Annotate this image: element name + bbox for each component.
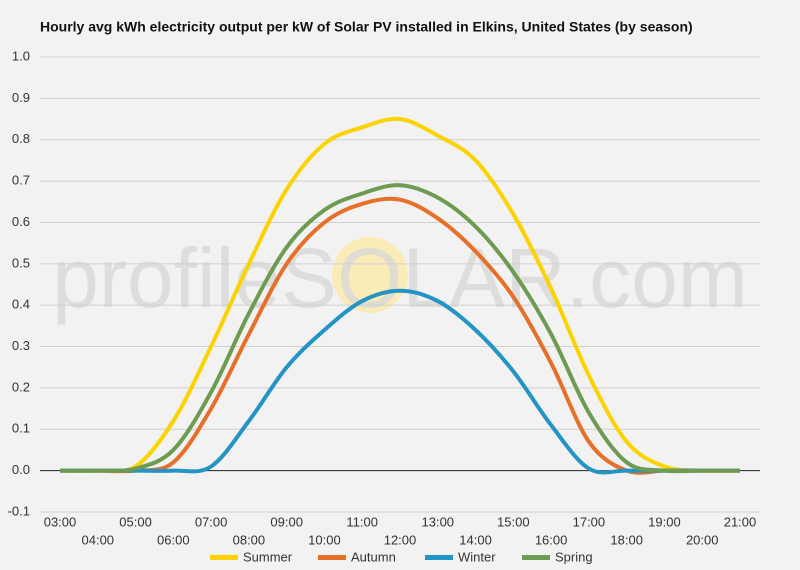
y-tick-label: -0.1: [8, 503, 30, 518]
x-tick-label: 11:00: [346, 514, 378, 529]
y-tick-label: 0.4: [12, 297, 30, 312]
x-tick-label: 20:00: [686, 532, 719, 547]
x-tick-label: 06:00: [157, 532, 190, 547]
y-tick-label: 0.8: [12, 131, 30, 146]
legend-label: Autumn: [351, 549, 396, 564]
x-tick-label: 07:00: [195, 514, 228, 529]
watermark-sun: [332, 237, 408, 313]
legend-label: Winter: [458, 549, 496, 564]
x-tick-label: 05:00: [119, 514, 152, 529]
legend-swatch: [210, 555, 238, 560]
series-line: [59, 116, 741, 474]
x-tick-label: 09:00: [270, 514, 303, 529]
x-tick-label: 21:00: [724, 514, 757, 529]
y-tick-label: 0.1: [12, 421, 30, 436]
x-tick-label: 03:00: [44, 514, 77, 529]
x-tick-label: 08:00: [233, 532, 266, 547]
x-tick-label: 16:00: [535, 532, 568, 547]
legend-swatch: [318, 555, 346, 560]
series-line: [59, 183, 740, 474]
x-tick-label: 18:00: [610, 532, 643, 547]
y-tick-label: 0.0: [12, 462, 30, 477]
series-line: [59, 288, 740, 475]
y-tick-label: 0.3: [12, 338, 30, 353]
x-tick-label: 15:00: [497, 514, 530, 529]
legend-label: Summer: [243, 549, 293, 564]
x-tick-label: 12:00: [384, 532, 417, 547]
y-tick-label: 0.6: [12, 214, 30, 229]
x-tick-label: 13:00: [422, 514, 455, 529]
y-tick-label: 0.5: [12, 255, 30, 270]
y-tick-label: 0.7: [12, 173, 30, 188]
y-tick-label: 1.0: [12, 48, 30, 63]
x-tick-label: 19:00: [648, 514, 681, 529]
legend-swatch: [522, 555, 550, 560]
x-tick-label: 14:00: [459, 532, 492, 547]
y-tick-label: 0.9: [12, 90, 30, 105]
chart-title: Hourly avg kWh electricity output per kW…: [40, 19, 693, 35]
x-tick-label: 17:00: [573, 514, 606, 529]
watermark: profileSOLAR.com: [52, 231, 748, 325]
x-tick-label: 04:00: [82, 532, 115, 547]
legend-swatch: [425, 555, 453, 560]
x-tick-label: 10:00: [308, 532, 341, 547]
y-tick-label: 0.2: [12, 379, 30, 394]
legend-label: Spring: [555, 549, 593, 564]
